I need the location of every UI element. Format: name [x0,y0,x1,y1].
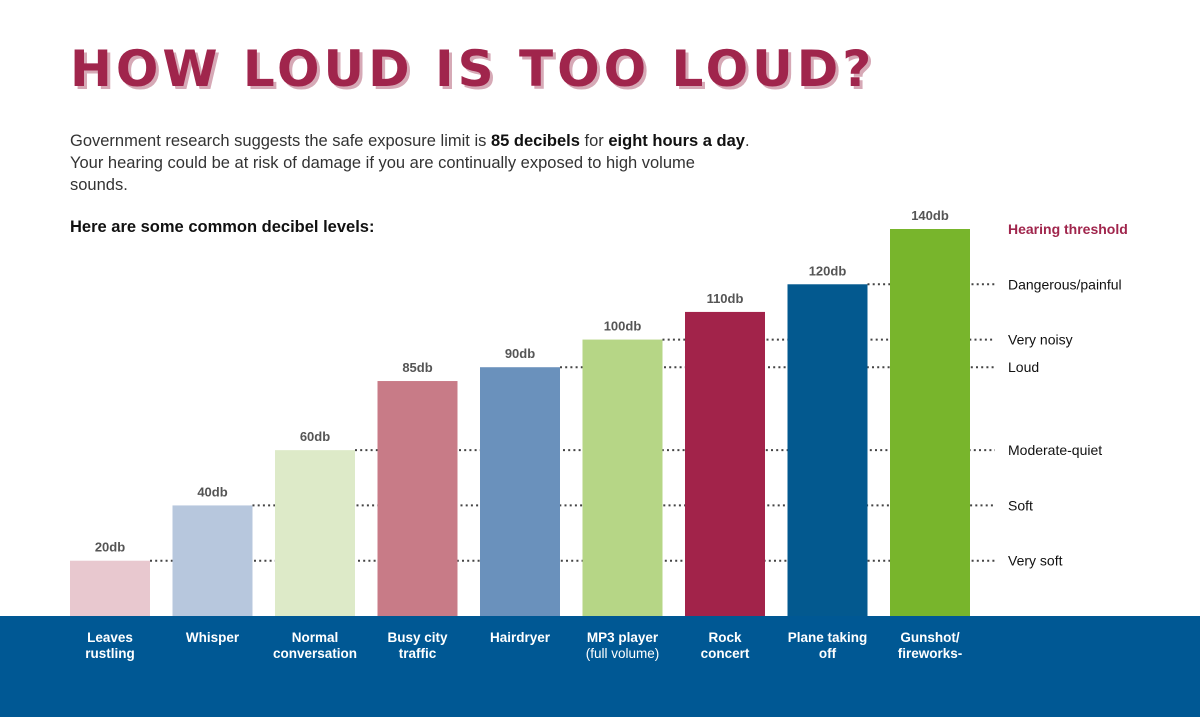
category-label-2-0: Normal [292,630,339,645]
category-footer-band [0,616,1200,717]
category-label-4-0: Hairdryer [490,630,551,645]
bar-value-label-2: 60db [300,429,330,444]
category-label-3-1: traffic [399,646,437,661]
intro-text-1: Government research suggests the safe ex… [70,132,491,150]
category-label-1-0: Whisper [186,630,240,645]
bar-value-label-0: 20db [95,540,125,555]
threshold-label-5: Dangerous/painful [1008,276,1122,292]
bar-value-label-7: 120db [809,263,847,278]
intro-text-3: . Your hearing could be at risk of damag… [70,132,750,194]
intro-text-2: for [579,132,609,150]
category-label-5-0: MP3 player [587,630,659,645]
bar-value-label-3: 85db [402,360,432,375]
chart-subheading: Here are some common decibel levels: [70,218,375,236]
intro-bold-duration: eight hours a day [608,132,745,150]
category-label-8-0: Gunshot/ [900,630,959,645]
page-title: HOW LOUD IS TOO LOUD? [70,40,876,98]
threshold-label-1: Soft [1008,497,1033,513]
bar-6 [685,311,765,616]
threshold-label-2: Moderate-quiet [1008,442,1102,458]
bar-5 [582,339,663,616]
bar-2 [275,450,355,616]
bar-value-label-5: 100db [604,319,642,334]
bar-value-label-8: 140db [911,208,949,223]
bar-value-label-1: 40db [197,484,227,499]
category-label-3-0: Busy city [387,630,448,645]
threshold-label-6: Hearing threshold [1008,221,1128,237]
bar-3 [377,381,458,616]
intro-paragraph: Government research suggests the safe ex… [70,130,750,196]
threshold-label-3: Loud [1008,359,1039,375]
bar-0 [70,560,150,616]
bar-7 [787,284,868,616]
intro-bold-limit: 85 decibels [490,132,580,150]
bar-value-label-6: 110db [707,291,744,306]
category-label-7-0: Plane taking [788,630,868,645]
category-label-6-0: Rock [708,630,742,645]
category-label-0-1: rustling [85,646,135,661]
category-label-8-1: fireworks- [898,646,963,661]
bar-4 [480,367,560,616]
bar-value-label-4: 90db [505,346,535,361]
category-label-7-1: off [819,646,837,661]
category-label-5-1: (full volume) [586,646,660,661]
threshold-label-0: Very soft [1008,553,1063,569]
category-label-0-0: Leaves [87,630,133,645]
bar-1 [172,505,253,616]
threshold-label-4: Very noisy [1008,332,1073,348]
bar-8 [890,229,970,616]
category-label-6-1: concert [701,646,750,661]
category-label-2-1: conversation [273,646,357,661]
